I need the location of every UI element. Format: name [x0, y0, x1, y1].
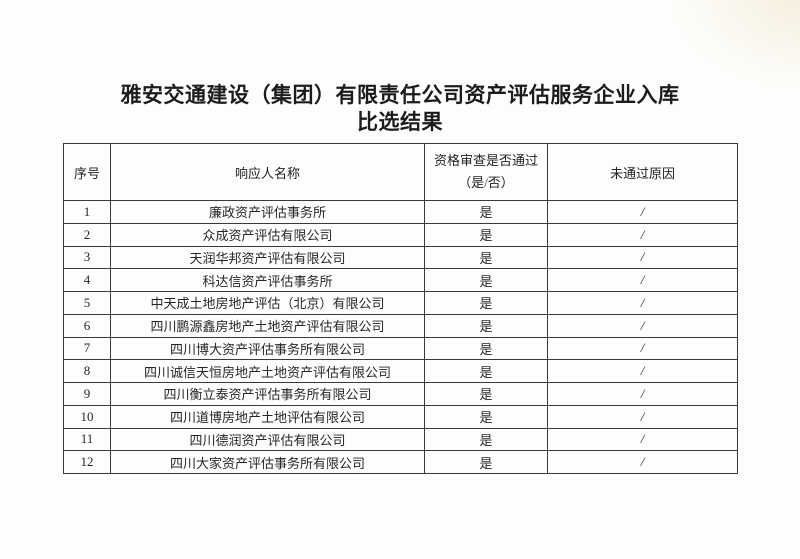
cell-fail-reason: /: [547, 268, 738, 292]
cell-fail-reason: /: [547, 404, 738, 429]
cell-respondent-name: 四川衡立泰资产评估事务所有限公司: [110, 382, 425, 406]
cell-serial-number: 9: [63, 382, 111, 406]
cell-serial-number: 11: [63, 427, 111, 452]
document-title: 雅安交通建设（集团）有限责任公司资产评估服务企业入库 比选结果: [0, 82, 800, 136]
table-row: 1 廉政资产评估事务所 是 /: [63, 200, 738, 224]
cell-respondent-name: 科达信资产评估事务所: [110, 268, 425, 292]
cell-serial-number: 10: [63, 404, 111, 429]
cell-qualification-passed: 是: [424, 359, 548, 383]
table-row: 8 四川诚信天恒房地产土地资产评估有限公司 是 /: [63, 359, 738, 383]
cell-fail-reason: /: [547, 336, 738, 361]
cell-respondent-name: 四川鹏源鑫房地产土地资产评估有限公司: [110, 313, 425, 338]
document-title-line1: 雅安交通建设（集团）有限责任公司资产评估服务企业入库: [120, 83, 680, 107]
table-row: 5 中天成土地房地产评估（北京）有限公司 是 /: [63, 291, 738, 315]
cell-qualification-passed: 是: [424, 222, 548, 247]
cell-serial-number: 1: [63, 200, 111, 224]
table-row: 4 科达信资产评估事务所 是 /: [63, 268, 738, 292]
cell-fail-reason: /: [547, 291, 738, 315]
header-fail-reason: 未通过原因: [547, 143, 738, 201]
cell-fail-reason: /: [547, 222, 738, 247]
cell-fail-reason: /: [547, 382, 738, 406]
header-qualification-line1: 资格审查是否通过: [433, 153, 538, 168]
table-row: 12 四川大家资产评估事务所有限公司 是 /: [63, 450, 738, 474]
cell-serial-number: 5: [63, 291, 111, 315]
cell-qualification-passed: 是: [424, 200, 548, 224]
cell-serial-number: 12: [63, 450, 111, 474]
cell-qualification-passed: 是: [424, 336, 548, 361]
cell-serial-number: 2: [63, 222, 111, 247]
cell-qualification-passed: 是: [424, 313, 548, 338]
cell-respondent-name: 廉政资产评估事务所: [110, 200, 425, 224]
cell-respondent-name: 四川大家资产评估事务所有限公司: [110, 450, 425, 474]
cell-respondent-name: 天润华邦资产评估有限公司: [110, 245, 425, 270]
cell-serial-number: 7: [63, 336, 111, 361]
table-header-row: 序号 响应人名称 资格审查是否通过 （是/否） 未通过原因: [63, 143, 738, 201]
cell-fail-reason: /: [547, 359, 738, 383]
cell-fail-reason: /: [547, 245, 738, 270]
cell-serial-number: 4: [63, 268, 111, 292]
cell-serial-number: 3: [63, 245, 111, 270]
cell-respondent-name: 四川德润资产评估有限公司: [110, 427, 425, 452]
table-row: 3 天润华邦资产评估有限公司 是 /: [63, 245, 738, 270]
table-row: 9 四川衡立泰资产评估事务所有限公司 是 /: [63, 382, 738, 406]
cell-fail-reason: /: [547, 450, 738, 474]
table-row: 10 四川道博房地产土地评估有限公司 是 /: [63, 404, 738, 429]
cell-fail-reason: /: [547, 427, 738, 452]
table-row: 6 四川鹏源鑫房地产土地资产评估有限公司 是 /: [63, 313, 738, 338]
cell-qualification-passed: 是: [424, 245, 548, 270]
cell-serial-number: 6: [63, 313, 111, 338]
cell-respondent-name: 四川诚信天恒房地产土地资产评估有限公司: [110, 359, 425, 383]
cell-qualification-passed: 是: [424, 427, 548, 452]
cell-qualification-passed: 是: [424, 382, 548, 406]
cell-qualification-passed: 是: [424, 268, 548, 292]
table-row: 2 众成资产评估有限公司 是 /: [63, 222, 738, 247]
cell-fail-reason: /: [547, 200, 738, 224]
document-title-line2: 比选结果: [357, 110, 443, 134]
cell-serial-number: 8: [63, 359, 111, 383]
header-qualification-passed: 资格审查是否通过 （是/否）: [424, 143, 548, 201]
cell-qualification-passed: 是: [424, 404, 548, 429]
table-row: 7 四川博大资产评估事务所有限公司 是 /: [63, 336, 738, 361]
results-table: 序号 响应人名称 资格审查是否通过 （是/否） 未通过原因 1 廉政资产评估事务…: [63, 143, 738, 474]
cell-respondent-name: 四川博大资产评估事务所有限公司: [110, 336, 425, 361]
cell-respondent-name: 众成资产评估有限公司: [110, 222, 425, 247]
header-respondent-name: 响应人名称: [110, 143, 425, 201]
header-qualification-line2: （是/否）: [458, 175, 514, 190]
cell-fail-reason: /: [547, 313, 738, 338]
cell-respondent-name: 四川道博房地产土地评估有限公司: [110, 404, 425, 429]
cell-qualification-passed: 是: [424, 450, 548, 474]
cell-qualification-passed: 是: [424, 291, 548, 315]
table-row: 11 四川德润资产评估有限公司 是 /: [63, 427, 738, 452]
cell-respondent-name: 中天成土地房地产评估（北京）有限公司: [110, 291, 425, 315]
header-serial-number: 序号: [63, 143, 111, 201]
